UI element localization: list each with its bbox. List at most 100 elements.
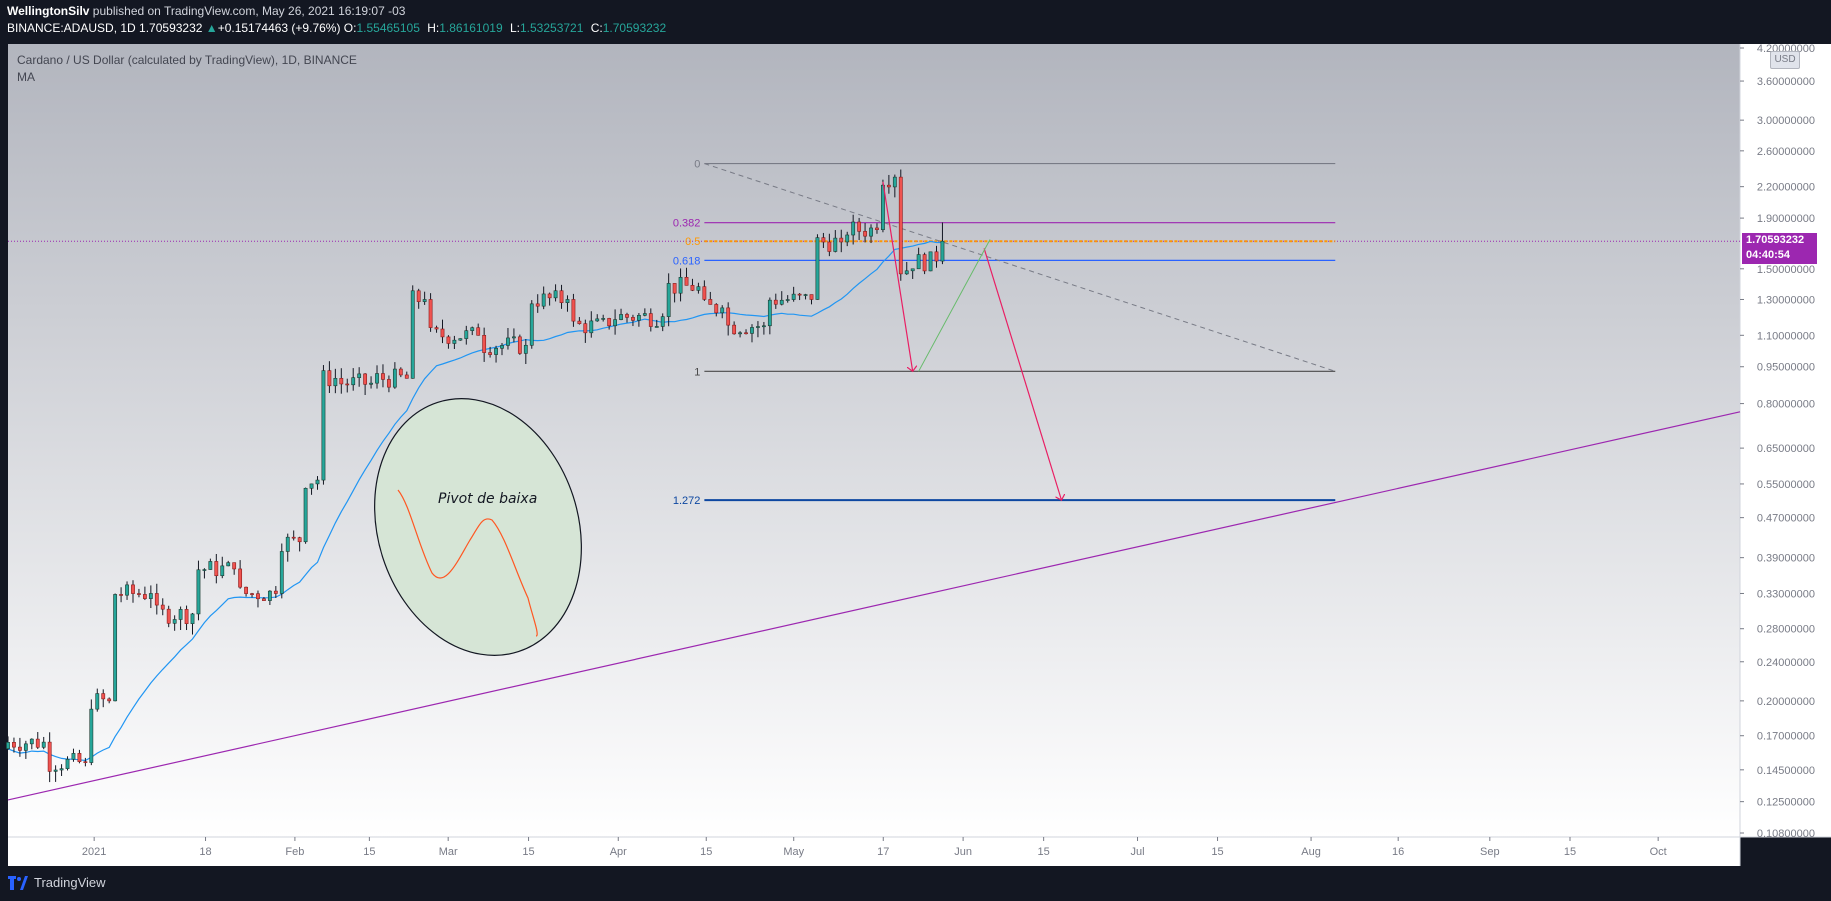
candle-body bbox=[637, 315, 641, 321]
brand-name: TradingView bbox=[34, 875, 106, 890]
candle-body bbox=[470, 327, 475, 331]
candle-body bbox=[922, 254, 927, 272]
candle-body bbox=[363, 373, 368, 385]
candle-body bbox=[77, 753, 82, 762]
candle-body bbox=[398, 368, 403, 376]
publish-text: published on TradingView.com, May 26, 20… bbox=[92, 4, 406, 18]
price-tick-label: 0.28000000 bbox=[1757, 624, 1815, 636]
candle-body bbox=[833, 237, 838, 252]
candle-body bbox=[571, 299, 576, 322]
price-tick-label: 0.33000000 bbox=[1757, 588, 1815, 600]
fib-level-label: 1.272 bbox=[673, 495, 701, 507]
candle-body bbox=[392, 368, 397, 388]
time-tick-label: 16 bbox=[1392, 846, 1404, 858]
candle-body bbox=[732, 324, 737, 335]
candle-body bbox=[452, 339, 457, 344]
candle-body bbox=[53, 769, 58, 772]
candle-body bbox=[809, 294, 814, 300]
projection-line-up bbox=[918, 239, 991, 372]
price-tick-label: 0.10800000 bbox=[1757, 828, 1815, 840]
time-tick-label: 2021 bbox=[82, 846, 106, 858]
change-value: +0.15174463 (+9.76%) bbox=[217, 21, 341, 35]
candle-body bbox=[119, 594, 123, 596]
candle-body bbox=[541, 293, 546, 307]
currency-badge[interactable]: USD bbox=[1770, 51, 1800, 69]
candle-body bbox=[220, 565, 225, 577]
candle-body bbox=[517, 336, 522, 354]
candle-body bbox=[422, 299, 427, 302]
time-tick-label: 17 bbox=[877, 846, 889, 858]
high-value: 1.86161019 bbox=[439, 21, 503, 35]
candle-body bbox=[845, 234, 850, 243]
close-value: 1.70593232 bbox=[602, 21, 667, 35]
candle-body bbox=[339, 378, 344, 385]
price-tick-label: 1.10000000 bbox=[1757, 330, 1815, 342]
candle-body bbox=[142, 594, 147, 599]
candle-body bbox=[660, 316, 665, 327]
time-axis-ticks: 2021 18 Feb 15 Mar 15 Apr 15 May 17 Jun 15 Jul 15 Aug 1… bbox=[82, 837, 1667, 858]
pivot-label: Pivot de baixa bbox=[438, 491, 537, 507]
candle-body bbox=[65, 758, 70, 769]
candle-body bbox=[154, 593, 159, 606]
candle-body bbox=[190, 613, 195, 624]
open-value: 1.55465105 bbox=[356, 21, 420, 35]
projection-arrow-down-1 bbox=[882, 181, 913, 371]
candle-body bbox=[535, 303, 540, 307]
projection-arrow-down-2 bbox=[983, 248, 1061, 500]
candle-body bbox=[208, 561, 213, 570]
candle-body bbox=[256, 593, 260, 600]
support-trendline bbox=[7, 411, 1741, 801]
candle-body bbox=[381, 373, 385, 380]
author-name[interactable]: WellingtonSilv bbox=[7, 4, 90, 18]
candle-body bbox=[791, 293, 796, 300]
time-tick-label: May bbox=[783, 846, 804, 858]
candle-body bbox=[464, 330, 469, 339]
candle-body bbox=[113, 594, 118, 702]
candle-body bbox=[779, 299, 784, 305]
candle-body bbox=[89, 708, 94, 763]
candle-body bbox=[387, 379, 391, 388]
candle-body bbox=[500, 345, 504, 349]
indicator-label[interactable]: MA bbox=[17, 70, 35, 84]
time-tick-label: 15 bbox=[522, 846, 534, 858]
candle-body bbox=[285, 536, 290, 552]
candle-body bbox=[297, 537, 302, 543]
candle-body bbox=[714, 304, 719, 314]
candle-body bbox=[708, 299, 713, 305]
candle-body bbox=[886, 184, 891, 188]
price-chart[interactable]: 4.200000003.600000003.000000002.60000000… bbox=[0, 0, 1831, 866]
candle-body bbox=[869, 227, 873, 237]
candle-body bbox=[434, 327, 439, 330]
candle-body bbox=[71, 753, 76, 760]
candle-body bbox=[678, 277, 683, 294]
time-tick-label: Apr bbox=[610, 846, 627, 858]
candle-body bbox=[35, 738, 40, 748]
candle-body bbox=[23, 743, 28, 751]
pivot-annotation[interactable]: Pivot de baixa bbox=[342, 372, 613, 683]
candle-body bbox=[375, 373, 379, 384]
candle-body bbox=[83, 761, 88, 763]
time-tick-label: Oct bbox=[1650, 846, 1667, 858]
candle-body bbox=[529, 303, 534, 346]
candle-body bbox=[589, 320, 594, 334]
fib-level-label: 0 bbox=[694, 159, 700, 171]
candle-body bbox=[357, 373, 362, 378]
time-tick-label: 18 bbox=[199, 846, 211, 858]
time-tick-label: Jul bbox=[1130, 846, 1144, 858]
price-tick-label: 1.50000000 bbox=[1757, 264, 1815, 276]
price-tick-label: 1.30000000 bbox=[1757, 294, 1815, 306]
candle-body bbox=[309, 483, 314, 489]
time-tick-label: Jun bbox=[954, 846, 972, 858]
candle-body bbox=[404, 374, 409, 379]
price-tick-label: 0.95000000 bbox=[1757, 362, 1815, 374]
price-tick-label: 0.17000000 bbox=[1757, 731, 1815, 743]
low-label: L: bbox=[509, 21, 520, 35]
tradingview-logo[interactable]: TradingView bbox=[8, 875, 106, 890]
price-tick-label: 0.12500000 bbox=[1757, 797, 1815, 809]
candle-body bbox=[827, 241, 832, 252]
time-tick-label: 15 bbox=[1038, 846, 1050, 858]
candle-body bbox=[184, 609, 189, 624]
price-tick-label: 3.60000000 bbox=[1757, 76, 1815, 88]
candle-body bbox=[934, 251, 939, 262]
candle-body bbox=[577, 320, 582, 324]
